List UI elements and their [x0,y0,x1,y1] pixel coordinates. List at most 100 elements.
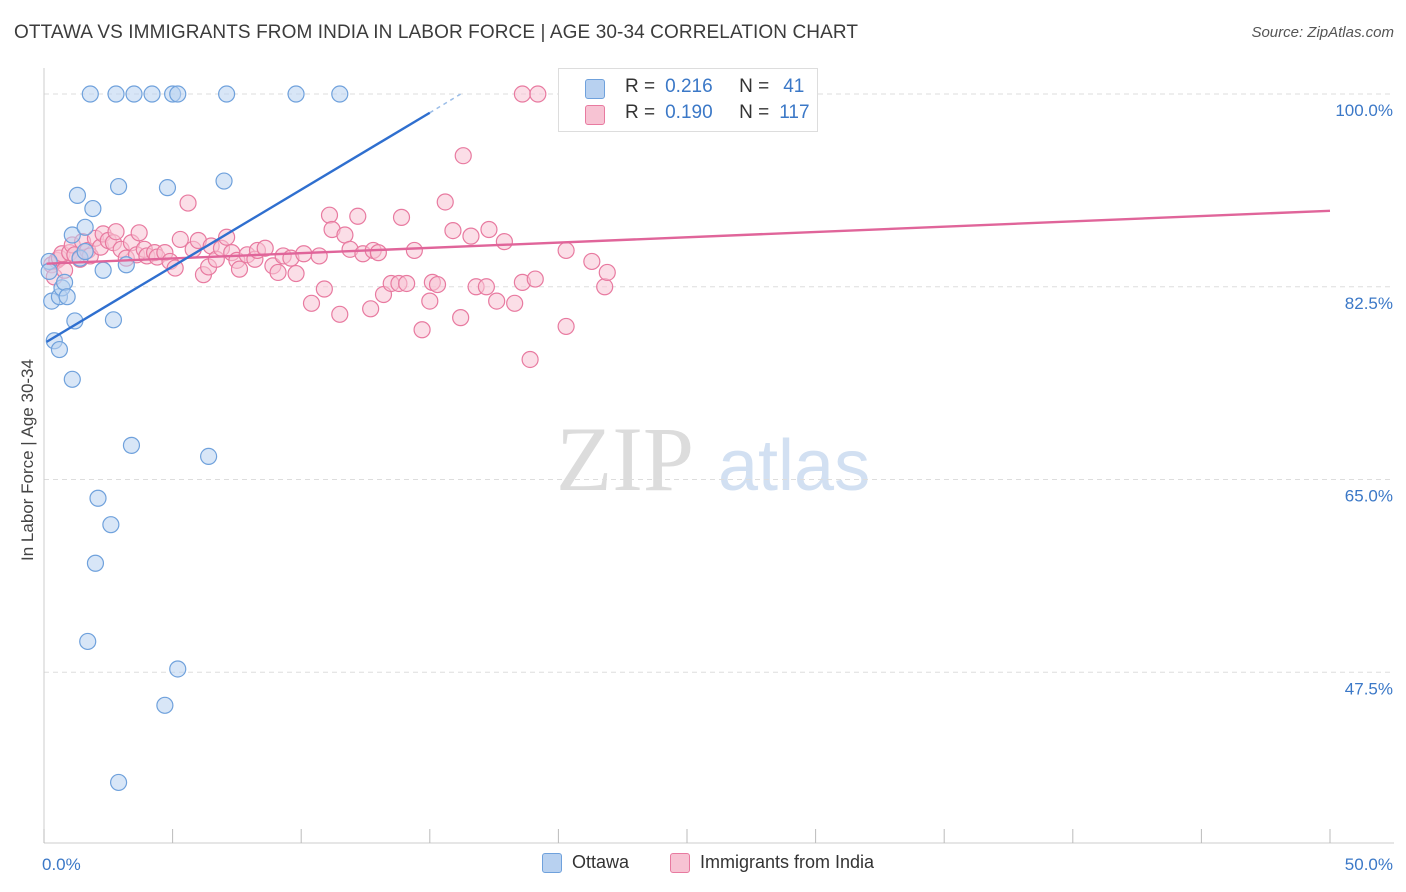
india-point [495,233,513,251]
india-point [320,206,339,224]
y-tick-label: 82.5% [1345,294,1393,313]
india-trendline [46,209,1331,265]
ottawa-point [102,516,120,534]
india-point [302,294,321,312]
india-point [428,275,447,294]
india-point [230,260,249,278]
ottawa-point [218,85,236,103]
legend-n-value-ottawa: 41 [783,76,805,97]
india-point [315,280,333,298]
ottawa-point [107,85,125,103]
legend-swatch-india [585,105,605,125]
india-point [369,244,387,262]
ottawa-point [79,632,97,651]
india-point [557,241,575,260]
bottom-legend-india: Immigrants from India [670,852,874,873]
ottawa-point [84,199,102,218]
india-point [392,208,411,226]
india-point [488,292,506,310]
legend-n-label: N = [739,102,770,123]
legend-swatch-ottawa [585,79,605,99]
ottawa-point [125,85,143,103]
ottawa-point [94,261,112,279]
ottawa-point [63,226,81,244]
y-tick-label: 47.5% [1345,679,1393,698]
india-point [454,147,472,165]
india-point [462,227,480,245]
watermark-zip: ZIP [556,408,694,510]
bottom-legend-label-india: Immigrants from India [700,852,875,872]
bottom-legend-label-ottawa: Ottawa [572,852,630,872]
ottawa-point [89,489,107,507]
bottom-legend-swatch-ottawa [542,852,562,873]
ottawa-point [156,696,174,714]
ottawa-point [215,172,233,190]
ottawa-point [169,660,187,678]
ottawa-point [40,262,58,280]
ottawa-point [81,85,99,103]
india-point [413,321,431,339]
india-point [398,274,416,293]
legend-r-value-ottawa: 0.216 [665,76,713,97]
ottawa-point [50,340,69,359]
india-point [269,263,287,282]
ottawa-point [122,436,141,454]
india-point [583,252,601,271]
legend-r-label: R = [625,76,656,97]
india-point [529,85,547,103]
ottawa-point [58,288,76,306]
ottawa-point [287,85,305,103]
ottawa-point [331,85,349,103]
chart-source: Source: ZipAtlas.com [1251,24,1394,41]
india-point [477,278,495,296]
ottawa-point [55,273,74,291]
bottom-legend-swatch-india [670,852,690,873]
india-point [598,263,616,282]
india-point [336,226,354,244]
india-point [287,264,305,283]
india-point [557,317,575,336]
watermark-atlas: atlas [718,426,870,506]
ottawa-point [109,177,128,196]
india-point [521,350,539,369]
india-point [171,230,189,249]
legend-n-label: N = [739,76,770,97]
ottawa-trendline-extension [429,93,462,114]
chart-title: OTTAWA VS IMMIGRANTS FROM INDIA IN LABOR… [14,22,859,43]
ottawa-point [200,447,218,465]
x-tick-label: 0.0% [42,855,81,874]
india-point [480,220,498,239]
y-tick-label: 65.0% [1345,487,1393,506]
legend-r-label: R = [625,102,656,123]
india-point [526,270,544,288]
india-point [310,247,328,265]
india-point [256,239,274,257]
legend-r-value-india: 0.190 [665,102,713,123]
ottawa-point [63,370,81,388]
india-point [331,305,349,323]
ottawa-point [143,85,161,103]
y-tick-label: 100.0% [1335,101,1393,120]
india-point [506,294,524,312]
ottawa-point [68,186,87,204]
india-point [421,292,439,310]
ottawa-point [86,554,105,572]
india-point [179,194,197,212]
ottawa-point [76,218,94,236]
x-tick-label: 50.0% [1345,855,1393,874]
india-point [362,300,380,318]
correlation-legend: R = 0.216 N = 41 R = 0.190 N = 117 [558,68,818,132]
india-point [166,259,184,277]
india-point [596,278,614,296]
legend-n-value-india: 117 [779,102,810,123]
india-point [349,207,367,225]
india-point [130,224,148,242]
ottawa-point [104,311,123,329]
ottawa-point [76,242,94,261]
ottawa-point [109,773,128,792]
bottom-legend-ottawa: Ottawa [542,852,629,873]
legend-row-ottawa: R = 0.216 N = 41 [585,75,805,99]
india-point [405,241,423,260]
ottawa-point [169,85,187,103]
